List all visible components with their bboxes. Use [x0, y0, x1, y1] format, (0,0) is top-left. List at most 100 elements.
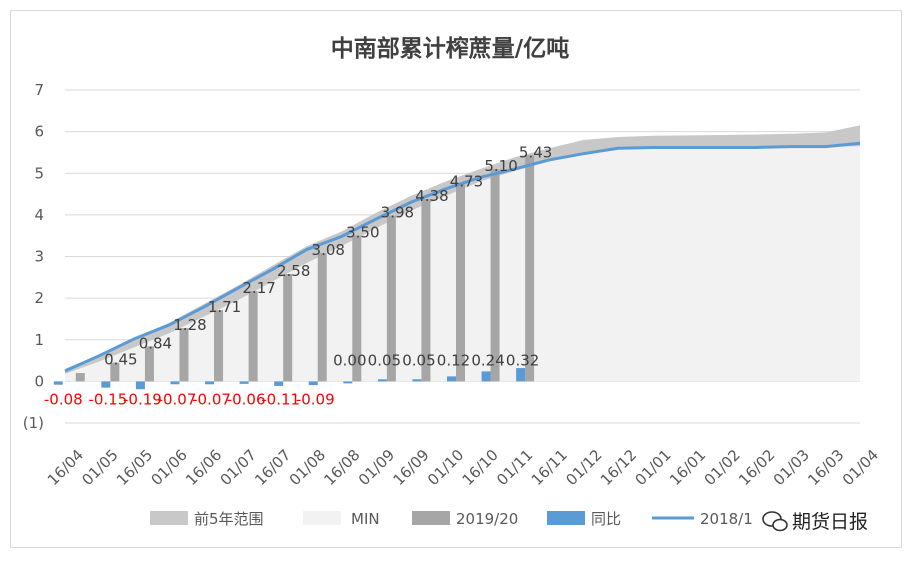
yoy-data-label: -0.09 [296, 390, 335, 408]
x-tick-label: 16/12 [597, 446, 640, 489]
x-tick-label: 01/05 [78, 446, 121, 489]
y-tick-label: 7 [34, 81, 44, 99]
bar-2019-20 [386, 215, 396, 382]
yoy-data-label: 0.24 [471, 352, 504, 370]
bar-yoy [447, 376, 456, 382]
y-tick-label: 5 [34, 164, 44, 182]
yoy-data-label: 0.05 [368, 352, 401, 370]
yoy-data-label: -0.07 [158, 390, 197, 408]
bar-data-label: 1.28 [173, 316, 206, 334]
bar-data-label: 5.43 [519, 143, 552, 161]
bar-data-label: 2.58 [277, 262, 310, 280]
line-2018-19 [64, 141, 861, 373]
yoy-data-label: -0.15 [88, 390, 127, 408]
bar-data-label: 3.50 [346, 224, 379, 242]
bar-yoy [412, 379, 422, 382]
bar-yoy [170, 381, 180, 385]
yoy-data-label: -0.11 [261, 390, 300, 408]
bar-yoy [308, 381, 318, 386]
y-tick-label: 6 [34, 123, 44, 141]
bar-data-label: 4.38 [415, 187, 448, 205]
x-tick-label: 16/11 [528, 446, 571, 489]
bar-2019-20 [248, 291, 258, 382]
yoy-data-label: -0.06 [227, 390, 266, 408]
x-tick-label: 01/11 [493, 446, 536, 489]
legend: 前5年范围 MIN 2019/20 同比 2018/1 [150, 510, 753, 528]
yoy-data-label: -0.19 [123, 390, 162, 408]
bar-2019-20 [352, 235, 362, 382]
bar-data-label: 3.08 [312, 241, 345, 259]
bar-data-label: 2.17 [242, 279, 275, 297]
x-tick-label: 16/08 [320, 446, 363, 489]
bar-2019-20 [75, 373, 85, 382]
bar-2019-20 [317, 253, 327, 382]
legend-label-yoy: 同比 [591, 510, 621, 528]
x-tick-label: 01/02 [701, 446, 744, 489]
legend-label-bar: 2019/20 [456, 510, 518, 528]
bar-2019-20 [283, 273, 293, 382]
bar-2019-20 [490, 169, 500, 382]
x-tick-label: 01/03 [770, 446, 813, 489]
x-tick-label: 01/08 [286, 446, 329, 489]
yoy-data-label: -0.07 [192, 390, 231, 408]
legend-label-line: 2018/1 [700, 510, 753, 528]
bar-2019-20 [525, 155, 535, 382]
x-tick-label: 16/09 [389, 446, 432, 489]
y-tick-label: (1) [23, 414, 44, 432]
x-tick-label: 16/10 [459, 446, 502, 489]
watermark: 期货日报 [762, 511, 868, 533]
legend-swatch-bar [412, 511, 450, 525]
bar-data-label: 1.71 [208, 298, 241, 316]
legend-swatch-min [303, 511, 341, 525]
legend-swatch-range [150, 511, 188, 525]
x-tick-label: 01/07 [217, 446, 260, 489]
bar-yoy [53, 381, 63, 385]
y-tick-label: 3 [34, 248, 44, 266]
bar-2019-20 [421, 199, 431, 382]
bar-yoy [481, 371, 491, 382]
plot-area: 76543210(1)0.450.841.281.712.172.583.083… [23, 81, 882, 489]
bar-yoy [239, 381, 249, 384]
bar-2019-20 [144, 346, 154, 382]
bar-yoy [516, 368, 526, 382]
bar-data-label: 3.98 [381, 204, 414, 222]
bar-yoy [377, 379, 387, 382]
bar-data-label: 0.84 [139, 334, 172, 352]
chart-title: 中南部累计榨蔗量/亿吨 [331, 35, 569, 62]
wechat-bubble-small [772, 518, 788, 532]
bar-2019-20 [456, 184, 465, 382]
bar-yoy [101, 381, 111, 388]
x-tick-label: 16/07 [251, 446, 294, 489]
legend-swatch-yoy [547, 511, 585, 525]
yoy-data-label: -0.08 [44, 390, 83, 408]
bar-2019-20 [214, 310, 224, 382]
x-tick-label: 01/12 [562, 446, 605, 489]
y-tick-label: 0 [34, 372, 44, 390]
bar-data-label: 5.10 [484, 157, 517, 175]
legend-label-range: 前5年范围 [194, 510, 264, 528]
yoy-data-label: 0.00 [333, 352, 366, 370]
bar-yoy [343, 381, 353, 384]
x-tick-label: 16/04 [44, 446, 87, 489]
legend-label-min: MIN [351, 510, 380, 528]
yoy-data-label: 0.32 [506, 352, 539, 370]
bar-2019-20 [110, 362, 120, 382]
bar-yoy [274, 381, 284, 386]
x-tick-label: 16/02 [735, 446, 778, 489]
wechat-icon [762, 511, 788, 532]
yoy-data-label: 0.05 [402, 352, 435, 370]
bar-data-label: 4.73 [450, 172, 483, 190]
yoy-data-label: 0.12 [437, 352, 470, 370]
x-tick-label: 01/09 [355, 446, 398, 489]
x-tick-label: 16/06 [182, 446, 225, 489]
x-tick-label: 16/03 [804, 446, 847, 489]
x-tick-label: 01/01 [631, 446, 674, 489]
watermark-text: 期货日报 [792, 511, 868, 533]
bar-yoy [135, 381, 145, 390]
x-tick-label: 16/01 [666, 446, 709, 489]
y-tick-label: 4 [34, 206, 44, 224]
y-tick-label: 2 [34, 289, 44, 307]
y-tick-label: 1 [34, 331, 44, 349]
bar-2019-20 [179, 328, 189, 382]
